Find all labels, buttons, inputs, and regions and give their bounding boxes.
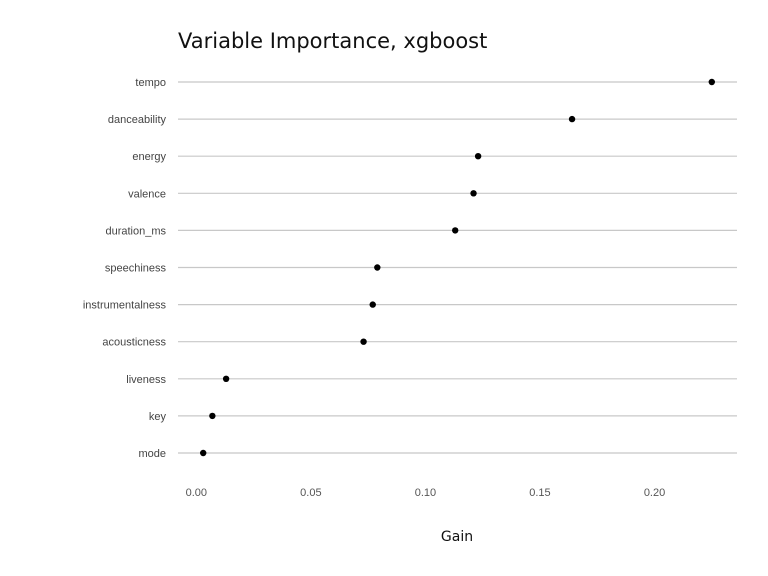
x-tick-label-0: 0.00 [186, 487, 207, 499]
y-tick-label-duration_ms: duration_ms [105, 225, 166, 237]
data-point-speechiness [374, 264, 381, 271]
y-tick-label-mode: mode [138, 448, 166, 460]
y-tick-label-speechiness: speechiness [105, 263, 167, 275]
data-point-energy [474, 153, 482, 160]
x-tick-label-4: 0.20 [644, 487, 665, 499]
y-tick-label-energy: energy [132, 151, 166, 163]
data-point-danceability [568, 115, 576, 123]
data-points [200, 78, 715, 457]
x-tick-label-2: 0.10 [415, 487, 436, 499]
data-point-instrumentalness [369, 301, 376, 308]
x-axis-label: Gain [441, 529, 473, 545]
data-point-mode [200, 449, 207, 457]
data-point-liveness [222, 375, 230, 382]
y-tick-label-instrumentalness: instrumentalness [83, 300, 167, 312]
data-point-duration_ms [452, 227, 459, 234]
x-axis-tick-labels: 0.00 0.05 0.10 0.15 0.20 [186, 487, 666, 499]
x-tick-label-1: 0.05 [300, 487, 321, 499]
data-point-acousticness [360, 338, 367, 345]
y-tick-label-liveness: liveness [126, 374, 166, 386]
y-tick-label-tempo: tempo [135, 77, 166, 89]
gridlines [178, 81, 737, 454]
y-axis-tick-labels: tempo danceability energy valence duration_m… [83, 77, 167, 460]
y-tick-label-key: key [149, 411, 167, 423]
x-tick-label-3: 0.15 [529, 487, 550, 499]
chart-title: Variable Importance, xgboost [178, 29, 487, 53]
data-point-valence [470, 190, 477, 197]
y-tick-label-valence: valence [128, 188, 166, 200]
y-tick-label-acousticness: acousticness [102, 337, 166, 349]
data-point-key [209, 412, 216, 420]
y-tick-label-danceability: danceability [108, 114, 167, 126]
data-point-tempo [708, 78, 715, 86]
